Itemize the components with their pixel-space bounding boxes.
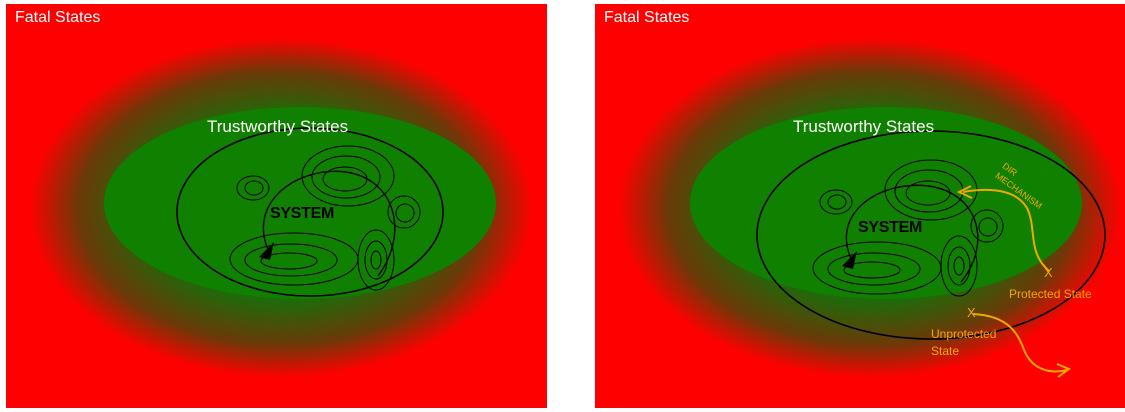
fatal-states-label: Fatal States <box>604 9 690 26</box>
state-space-graphic <box>29 38 533 378</box>
trajectory-arrowhead <box>842 251 857 269</box>
trajectory <box>845 184 979 283</box>
state-space-graphic <box>618 38 1122 378</box>
trustworthy-region <box>690 107 1082 299</box>
trajectory <box>262 170 396 277</box>
recovery-path <box>956 185 1050 272</box>
unprotected-state-x-mark: X <box>967 305 976 320</box>
system-boundary <box>176 127 444 297</box>
protected-state-x-mark: X <box>1044 265 1053 280</box>
diagram-left: Fatal States Trustworthy States SYSTEM <box>6 4 547 408</box>
system-label: SYSTEM <box>858 219 922 236</box>
escape-path <box>972 313 1072 378</box>
system-boundary <box>756 130 1106 340</box>
trajectory-arrowhead <box>259 242 274 260</box>
system-label: SYSTEM <box>270 205 334 222</box>
attractor-contours <box>229 145 421 291</box>
diagram-right: Fatal States Trustworthy States SYSTEM D… <box>595 4 1125 408</box>
trustworthy-states-label: Trustworthy States <box>207 117 349 136</box>
protected-state-label: Protected State <box>1009 287 1092 301</box>
trustworthy-states-label: Trustworthy States <box>793 117 935 136</box>
unprotected-state-label: Unprotected State <box>931 327 997 358</box>
fatal-states-label: Fatal States <box>15 9 101 26</box>
trustworthy-region <box>104 107 496 299</box>
